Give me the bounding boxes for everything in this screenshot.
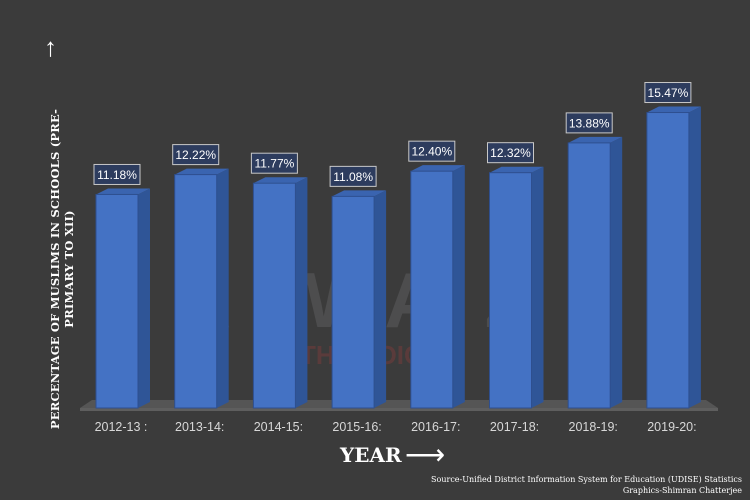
data-label-box	[329, 165, 377, 187]
chart-floor-edge	[80, 408, 718, 411]
bar	[646, 112, 690, 409]
data-label: 11.18%	[97, 168, 137, 182]
data-label-box	[565, 112, 613, 134]
x-tick-label: 2016-17:	[411, 420, 460, 434]
bar	[95, 193, 139, 409]
bar-top	[568, 136, 623, 143]
bar	[331, 195, 375, 409]
data-label-box	[93, 163, 141, 185]
data-label: 12.32%	[490, 146, 531, 160]
bar-side	[374, 190, 387, 408]
data-label: 15.47%	[648, 86, 689, 100]
bar-side	[531, 166, 544, 408]
data-label-box	[250, 152, 298, 174]
data-label: 12.22%	[175, 148, 216, 162]
chart-floor	[80, 400, 718, 408]
bar-top	[253, 177, 308, 184]
data-label-box	[487, 142, 534, 164]
bar	[174, 174, 218, 409]
data-label: 13.88%	[569, 116, 610, 130]
y-axis-arrow-icon: ↑	[44, 32, 57, 62]
data-label-box	[172, 144, 220, 166]
x-tick-label: 2017-18:	[490, 420, 539, 434]
source-text: Source-Unified District Information Syst…	[431, 475, 742, 484]
data-label-box	[644, 82, 692, 104]
x-tick-label: 2019-20:	[647, 420, 696, 434]
bar-side	[295, 177, 308, 408]
bar-side	[610, 136, 623, 408]
bar	[489, 172, 532, 409]
data-label: 11.77%	[254, 157, 294, 171]
data-label: 11.08%	[333, 170, 373, 184]
bar-side	[452, 165, 465, 408]
bar-top	[489, 166, 544, 173]
bar	[410, 170, 454, 409]
x-axis-label: YEAR	[340, 443, 402, 467]
bar-side	[216, 168, 229, 408]
x-axis-arrow-icon: ⟶	[405, 439, 446, 470]
y-axis-label: PERCENTAGE OF MUSLIMS IN SCHOOLS (PRE-PR…	[48, 108, 76, 430]
bar	[252, 182, 296, 409]
bar-top	[96, 188, 150, 195]
data-label-box	[408, 140, 456, 162]
data-label: 12.40%	[411, 145, 452, 159]
bar	[567, 142, 611, 409]
x-tick-label: 2012-13 :	[95, 420, 148, 434]
bar-top	[646, 106, 701, 113]
x-tick-label: 2015-16:	[332, 420, 381, 434]
bar-top	[410, 165, 465, 172]
bar-top	[332, 190, 387, 197]
x-tick-label: 2018-19:	[569, 420, 618, 434]
bar-side	[138, 188, 150, 408]
x-tick-label: 2013-14:	[175, 420, 224, 434]
x-tick-label: 2014-15:	[254, 420, 303, 434]
bar-side	[688, 106, 701, 408]
bar-top	[174, 168, 229, 175]
source-note: Source-Unified District Information Syst…	[431, 474, 742, 496]
credit-text: Graphics-Shimran Chatterjee	[622, 486, 742, 495]
